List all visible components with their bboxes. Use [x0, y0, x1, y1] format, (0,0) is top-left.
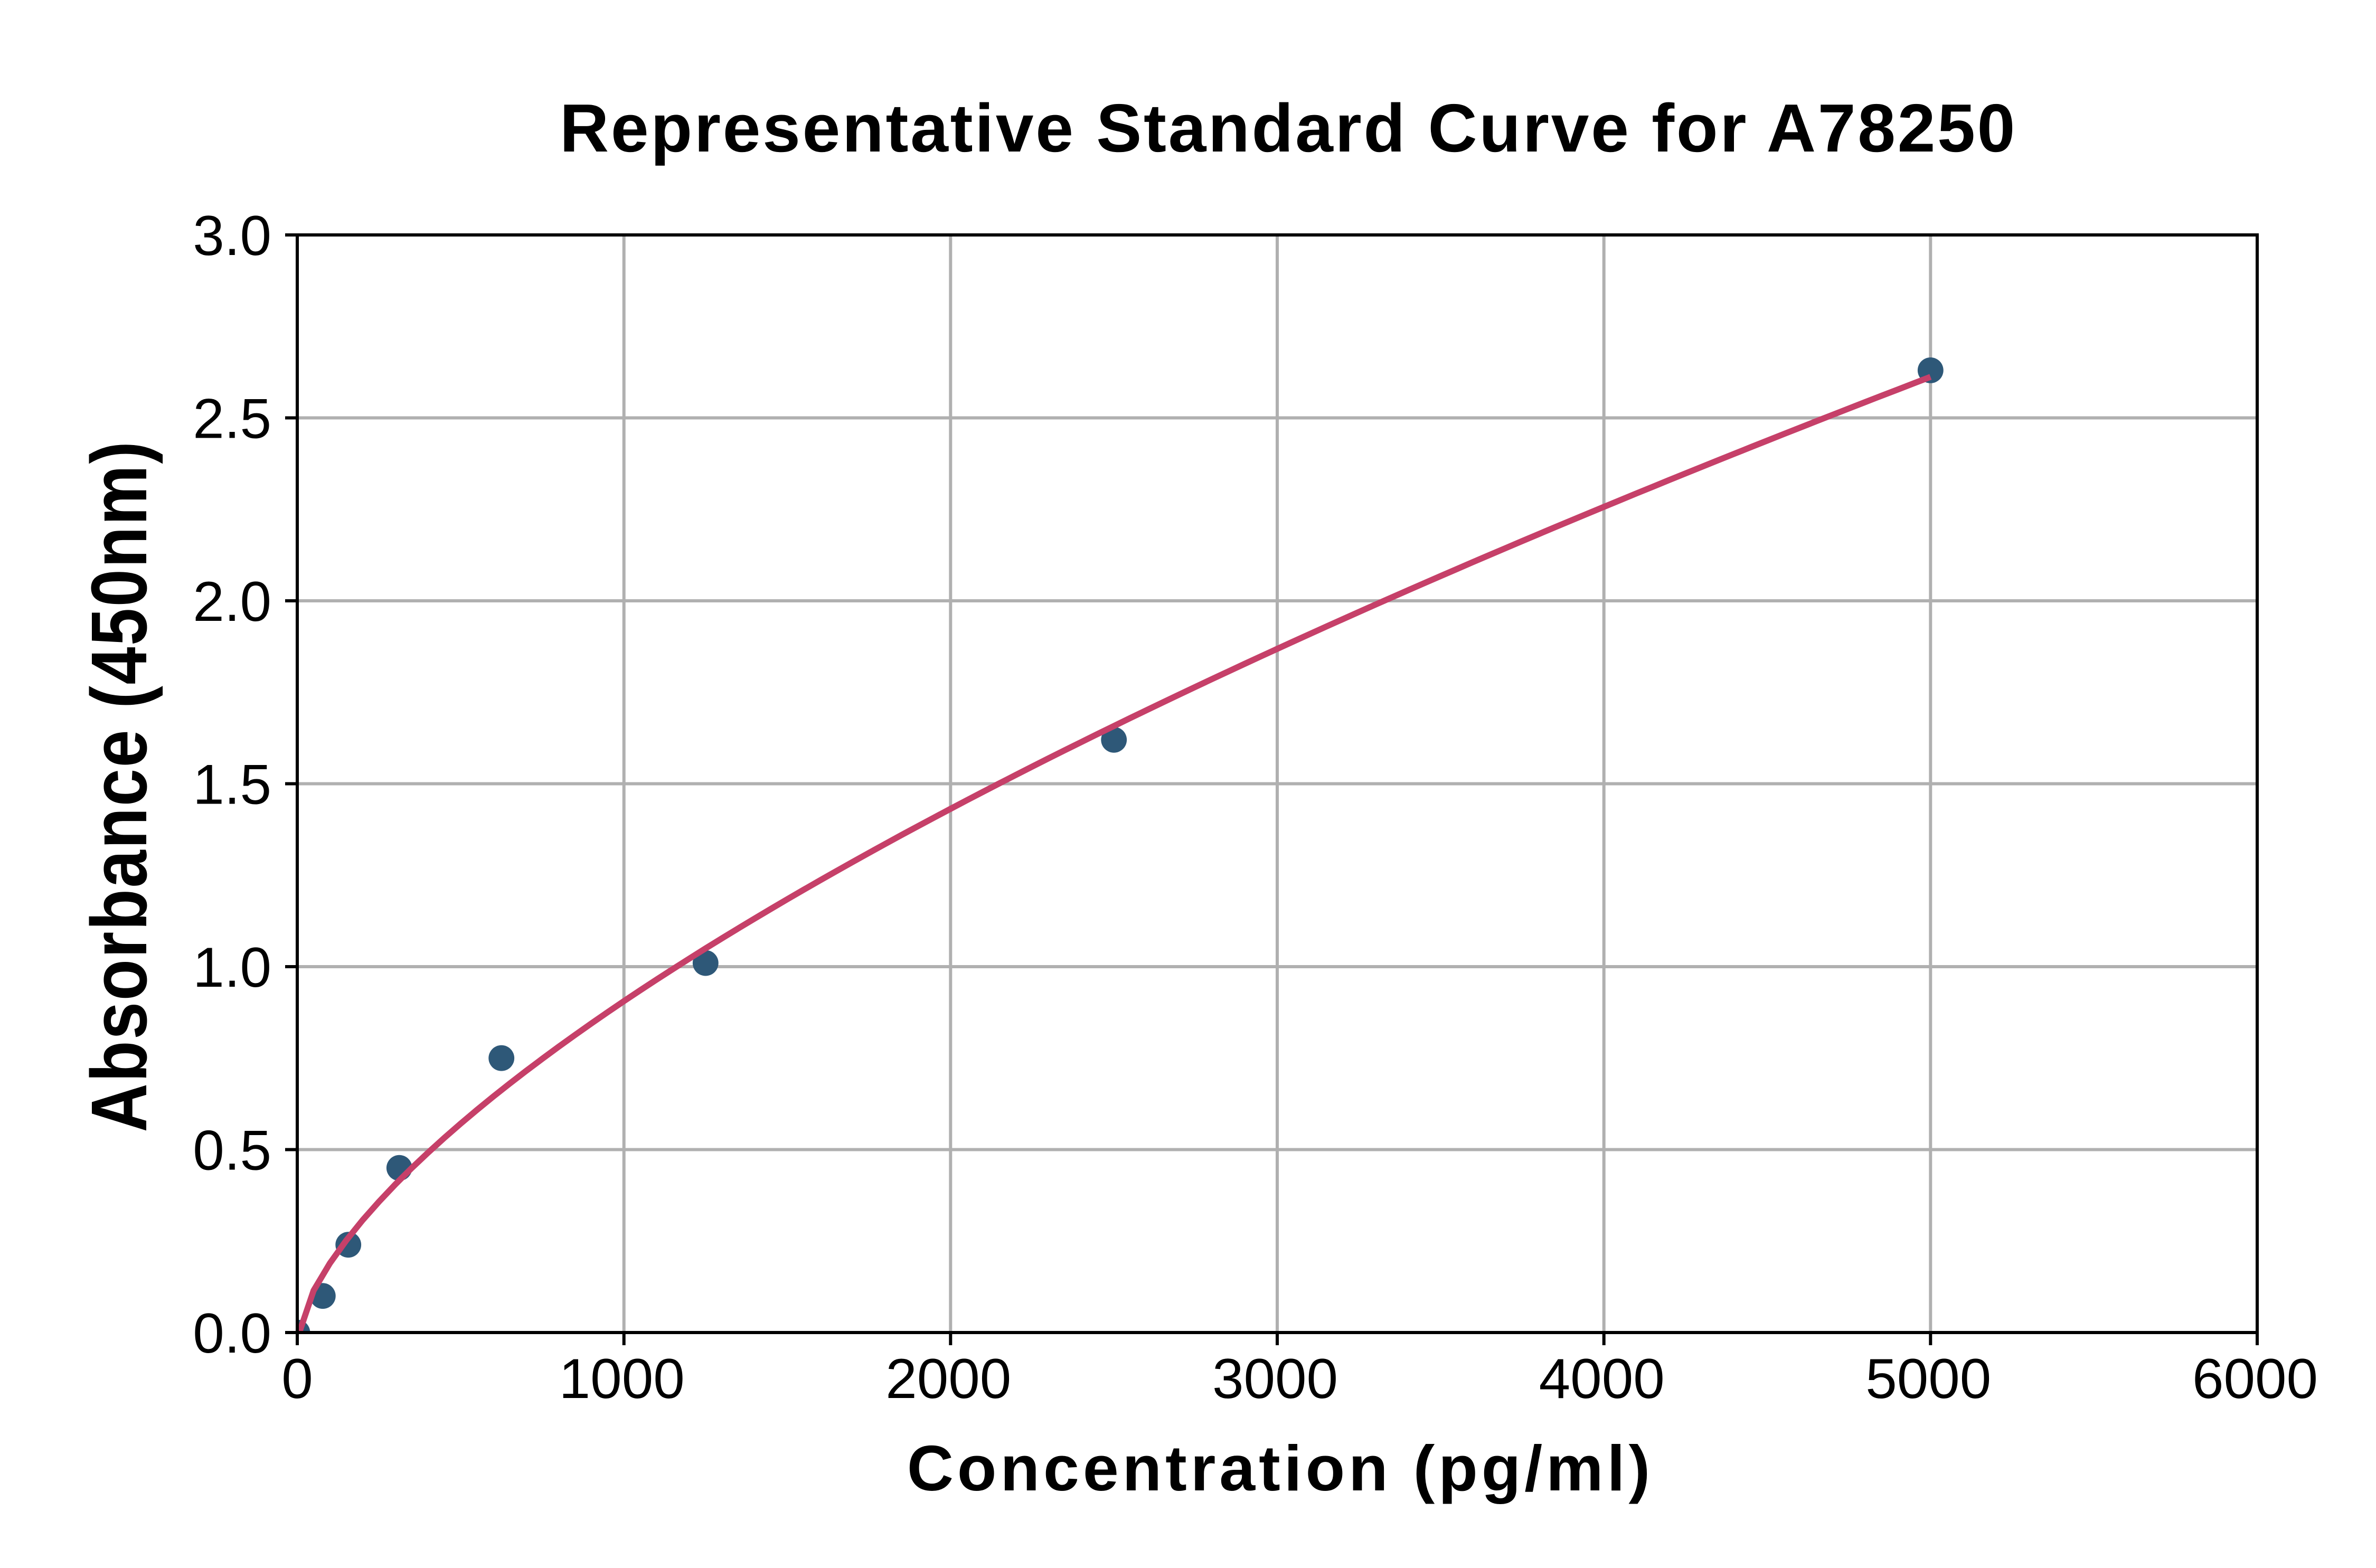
- svg-text:4000: 4000: [1539, 1347, 1665, 1410]
- svg-text:0.0: 0.0: [193, 1301, 271, 1365]
- svg-text:Absorbance (450nm): Absorbance (450nm): [75, 440, 164, 1132]
- svg-text:6000: 6000: [2192, 1347, 2318, 1410]
- svg-text:2.5: 2.5: [193, 387, 271, 450]
- svg-text:3000: 3000: [1212, 1347, 1338, 1410]
- svg-text:Representative Standard Curve: Representative Standard Curve for A78250: [560, 90, 2017, 166]
- svg-text:5000: 5000: [1865, 1347, 1991, 1410]
- svg-text:3.0: 3.0: [193, 204, 271, 267]
- svg-text:0.5: 0.5: [193, 1119, 271, 1182]
- svg-text:1000: 1000: [559, 1347, 685, 1410]
- svg-text:1.0: 1.0: [193, 936, 271, 999]
- svg-text:0: 0: [281, 1347, 313, 1410]
- svg-text:Concentration (pg/ml): Concentration (pg/ml): [907, 1432, 1654, 1504]
- svg-text:2000: 2000: [885, 1347, 1011, 1410]
- svg-text:2.0: 2.0: [193, 570, 271, 633]
- svg-text:1.5: 1.5: [193, 753, 271, 816]
